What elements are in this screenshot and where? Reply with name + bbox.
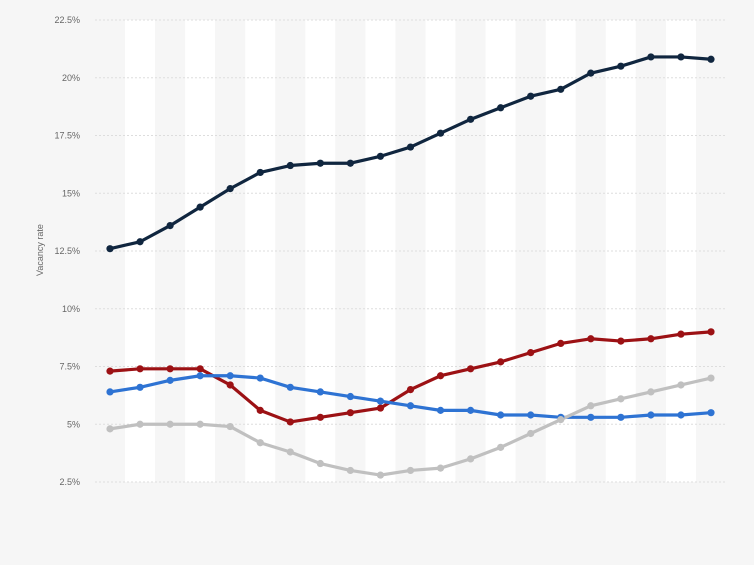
data-point — [256, 168, 264, 177]
data-point — [196, 203, 204, 211]
data-point — [136, 238, 144, 246]
data-point — [647, 335, 655, 343]
data-point — [647, 411, 655, 419]
y-tick-label: 5% — [67, 419, 80, 429]
y-tick-label: 15% — [62, 188, 80, 198]
data-point — [677, 381, 685, 389]
data-point — [406, 386, 415, 394]
data-point — [256, 374, 264, 382]
data-point — [587, 335, 595, 343]
data-point — [497, 358, 505, 366]
data-point — [497, 104, 505, 112]
data-point — [497, 411, 505, 419]
data-point — [196, 420, 204, 428]
data-point — [136, 383, 144, 391]
data-point — [286, 418, 294, 426]
data-point — [436, 129, 445, 137]
data-point — [316, 413, 324, 421]
data-point — [497, 443, 505, 451]
series-points — [106, 53, 715, 479]
data-point — [557, 85, 565, 93]
data-point — [346, 409, 354, 417]
data-point — [316, 459, 324, 468]
data-point — [707, 55, 715, 63]
data-point — [226, 422, 234, 431]
data-point — [376, 404, 385, 412]
data-point — [647, 388, 655, 396]
data-point — [467, 365, 475, 373]
data-point — [557, 416, 565, 424]
data-point — [376, 152, 385, 160]
data-point — [256, 406, 264, 414]
data-point — [316, 388, 324, 396]
data-point — [587, 413, 595, 421]
data-point — [587, 69, 595, 77]
data-point — [226, 381, 234, 389]
data-point — [136, 365, 144, 373]
data-point — [316, 159, 324, 167]
data-point — [436, 372, 445, 380]
y-tick-label: 20% — [62, 73, 80, 83]
data-point — [527, 349, 535, 357]
data-point — [677, 411, 685, 419]
data-point — [166, 376, 174, 384]
data-point — [226, 185, 234, 193]
data-point — [677, 53, 685, 61]
data-point — [106, 388, 114, 396]
data-point — [376, 471, 385, 479]
data-point — [346, 392, 354, 401]
data-point — [196, 372, 204, 380]
data-point — [406, 402, 415, 410]
data-point — [286, 448, 294, 456]
data-point — [467, 455, 475, 463]
data-point — [527, 92, 535, 100]
data-point — [467, 115, 475, 123]
y-tick-label: 2.5% — [59, 477, 80, 487]
data-point — [707, 374, 715, 382]
data-point — [106, 245, 114, 253]
data-point — [707, 328, 715, 336]
data-point — [467, 406, 475, 414]
data-point — [617, 62, 625, 70]
data-point — [376, 397, 385, 405]
data-point — [346, 466, 354, 475]
data-point — [677, 330, 685, 338]
data-point — [166, 420, 174, 428]
data-point — [617, 337, 625, 345]
data-point — [136, 420, 144, 428]
data-point — [106, 425, 114, 433]
data-point — [587, 402, 595, 410]
data-point — [647, 53, 655, 61]
y-axis-label: Vacancy rate — [35, 224, 45, 276]
data-point — [226, 372, 234, 380]
data-point — [527, 429, 535, 438]
data-point — [286, 161, 294, 170]
data-point — [557, 339, 565, 347]
y-tick-label: 12.5% — [54, 246, 80, 256]
y-tick-label: 17.5% — [54, 131, 80, 141]
data-point — [346, 159, 354, 167]
data-point — [406, 143, 415, 151]
y-tick-label: 10% — [62, 304, 80, 314]
data-point — [256, 439, 264, 447]
data-point — [106, 367, 114, 375]
data-point — [196, 365, 204, 373]
data-point — [707, 409, 715, 417]
data-point — [436, 464, 445, 472]
y-tick-label: 22.5% — [54, 15, 80, 25]
data-point — [436, 406, 445, 414]
data-point — [166, 221, 174, 230]
data-point — [406, 466, 415, 475]
data-point — [527, 411, 535, 419]
data-point — [617, 395, 625, 403]
y-axis-ticks: 2.5% 5% 7.5% 10% 12.5% 15% 17.5% 20% 22.5% — [54, 15, 80, 487]
data-point — [617, 413, 625, 421]
y-tick-label: 7.5% — [59, 362, 80, 372]
data-point — [166, 365, 174, 373]
data-point — [286, 383, 294, 391]
